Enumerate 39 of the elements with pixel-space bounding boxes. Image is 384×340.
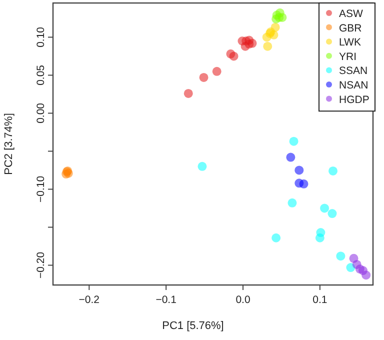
point [289, 136, 298, 146]
legend-label: SSAN [339, 65, 368, 78]
legend-label: ASW [339, 8, 364, 20]
legend-label: HGDP [339, 94, 370, 106]
y-tick-label: 0.05 [35, 64, 47, 86]
point [272, 233, 281, 242]
point [286, 152, 296, 162]
point [328, 166, 338, 176]
point [184, 88, 193, 98]
point [198, 162, 207, 171]
y-tick-label: 0.10 [35, 26, 47, 48]
y-tick-label: −0.10 [35, 176, 47, 203]
point [244, 36, 254, 45]
y-tick-label: −0.20 [35, 252, 47, 279]
point [269, 30, 278, 40]
point [288, 198, 297, 208]
legend-label: LWK [339, 36, 361, 49]
point [263, 42, 272, 51]
x-tick-label: 0.1 [312, 294, 328, 306]
y-tick-label: 0.00 [35, 102, 47, 124]
legend-label: YRI [339, 50, 357, 63]
x-tick-label: −0.2 [78, 294, 100, 306]
point [362, 270, 371, 280]
x-tick-label: −0.1 [156, 294, 177, 306]
point [212, 66, 222, 76]
legend-label: GBR [339, 22, 362, 34]
point [229, 52, 238, 61]
point [328, 209, 337, 218]
y-axis-title: PC2 [3.74%] [3, 113, 15, 175]
point [299, 179, 308, 188]
point [294, 166, 304, 175]
x-tick-label: 0.0 [236, 294, 250, 306]
point [274, 12, 284, 22]
point [315, 233, 324, 242]
legend-label: NSAN [339, 80, 368, 92]
point [199, 72, 208, 82]
point [320, 204, 330, 213]
x-axis-title: PC1 [5.76%] [162, 320, 224, 332]
point [336, 252, 346, 261]
